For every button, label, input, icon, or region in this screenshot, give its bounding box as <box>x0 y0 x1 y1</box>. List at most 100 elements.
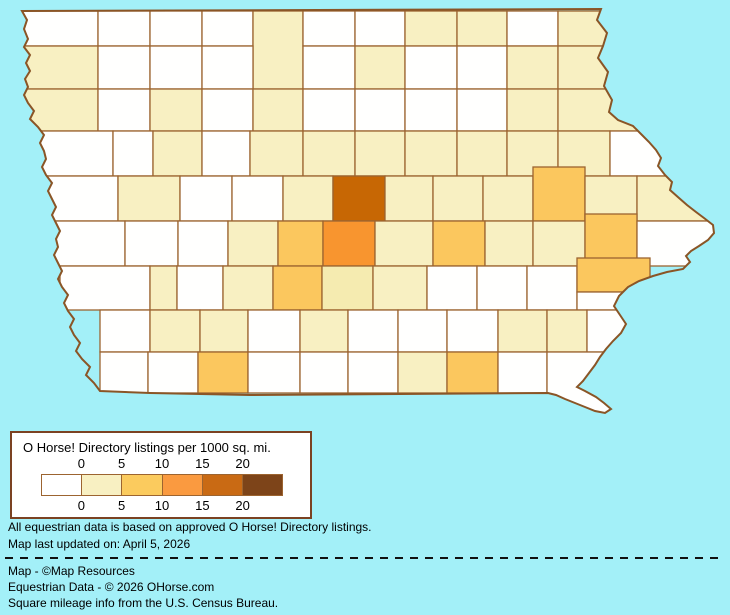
county-linn[interactable] <box>584 213 638 262</box>
county-webster[interactable] <box>249 130 304 177</box>
county-pocahontas[interactable] <box>201 88 254 132</box>
county-worth[interactable] <box>354 10 406 47</box>
county-madison[interactable] <box>222 265 274 311</box>
county-appanoose[interactable] <box>397 351 448 394</box>
county-warren[interactable] <box>272 265 323 311</box>
county-marshall[interactable] <box>384 175 434 222</box>
county-dickinson[interactable] <box>149 10 203 47</box>
county-humboldt[interactable] <box>252 88 304 132</box>
county-mills[interactable] <box>99 309 151 353</box>
county-hancock[interactable] <box>302 45 356 90</box>
county-sioux[interactable] <box>22 45 99 90</box>
county-palo-alto[interactable] <box>201 45 254 90</box>
county-benton[interactable] <box>482 175 534 222</box>
county-mitchell[interactable] <box>404 10 458 47</box>
county-allamakee[interactable] <box>557 10 617 47</box>
county-tama[interactable] <box>432 175 484 222</box>
county-dubuque[interactable] <box>609 130 666 177</box>
county-o-brien[interactable] <box>97 45 151 90</box>
county-lucas[interactable] <box>347 309 399 353</box>
county-poweshiek[interactable] <box>432 220 486 267</box>
county-shelby[interactable] <box>124 220 179 267</box>
county-woodbury[interactable] <box>22 130 114 177</box>
county-taylor[interactable] <box>197 351 249 394</box>
county-louisa[interactable] <box>526 265 578 311</box>
county-boone[interactable] <box>282 175 334 222</box>
county-monroe[interactable] <box>397 309 448 353</box>
county-iowa[interactable] <box>484 220 534 267</box>
county-cherokee[interactable] <box>97 88 151 132</box>
county-emmet[interactable] <box>201 10 254 47</box>
county-marion[interactable] <box>321 265 374 311</box>
county-ida[interactable] <box>112 130 154 177</box>
county-jefferson[interactable] <box>497 309 548 353</box>
county-audubon[interactable] <box>177 220 229 267</box>
county-wright[interactable] <box>302 88 356 132</box>
county-mahaska[interactable] <box>372 265 428 311</box>
county-jasper[interactable] <box>374 220 434 267</box>
county-adair[interactable] <box>176 265 224 311</box>
county-osceola[interactable] <box>97 10 151 47</box>
county-layer <box>22 10 714 413</box>
county-des-moines[interactable] <box>586 309 651 353</box>
county-fremont[interactable] <box>99 351 149 394</box>
county-decatur[interactable] <box>299 351 349 394</box>
county-chickasaw[interactable] <box>456 45 508 90</box>
legend-scale-label: 10 <box>154 456 170 471</box>
county-carroll[interactable] <box>179 175 233 222</box>
county-page[interactable] <box>147 351 199 394</box>
county-keokuk[interactable] <box>426 265 478 311</box>
legend-box: O Horse! Directory listings per 1000 sq.… <box>10 431 312 519</box>
county-hamilton[interactable] <box>302 130 356 177</box>
county-guthrie[interactable] <box>227 220 279 267</box>
county-montgomery[interactable] <box>149 309 201 353</box>
county-jackson[interactable] <box>636 175 714 222</box>
legend-title: O Horse! Directory listings per 1000 sq.… <box>23 440 271 455</box>
county-johnson[interactable] <box>576 257 651 293</box>
county-grundy[interactable] <box>404 130 458 177</box>
county-hardin[interactable] <box>354 130 406 177</box>
county-fayette[interactable] <box>506 45 559 90</box>
county-cerro-gordo[interactable] <box>354 45 406 90</box>
county-henry[interactable] <box>546 309 588 353</box>
county-cass[interactable] <box>149 265 178 311</box>
county-clay[interactable] <box>149 45 203 90</box>
county-adams[interactable] <box>199 309 249 353</box>
county-kossuth[interactable] <box>252 10 304 90</box>
county-buchanan[interactable] <box>456 130 508 177</box>
county-ringgold[interactable] <box>247 351 301 394</box>
county-van-buren[interactable] <box>497 351 548 394</box>
county-winneshiek[interactable] <box>506 10 559 47</box>
county-wayne[interactable] <box>347 351 399 394</box>
county-story[interactable] <box>332 175 386 222</box>
county-lyon[interactable] <box>22 10 99 47</box>
legend-scale-label: 10 <box>154 498 170 513</box>
legend-swatch-1 <box>81 474 123 496</box>
county-davis[interactable] <box>446 351 499 394</box>
county-butler[interactable] <box>404 88 458 132</box>
county-franklin[interactable] <box>354 88 406 132</box>
county-dallas[interactable] <box>277 220 324 267</box>
county-polk[interactable] <box>322 220 376 267</box>
county-floyd[interactable] <box>404 45 458 90</box>
credit-equestrian-data: Equestrian Data - © 2026 OHorse.com <box>8 580 215 594</box>
county-union[interactable] <box>247 309 301 353</box>
county-black-hawk[interactable] <box>532 166 586 222</box>
county-calhoun[interactable] <box>201 130 251 177</box>
county-washington[interactable] <box>476 265 528 311</box>
county-sac[interactable] <box>152 130 203 177</box>
county-winnebago[interactable] <box>302 10 356 47</box>
county-buena-vista[interactable] <box>149 88 203 132</box>
county-bremer[interactable] <box>456 88 508 132</box>
county-clarke[interactable] <box>299 309 349 353</box>
county-pottawattamie[interactable] <box>59 265 151 311</box>
county-muscatine[interactable] <box>576 291 646 311</box>
county-wapello[interactable] <box>446 309 499 353</box>
county-howard[interactable] <box>456 10 508 47</box>
county-greene[interactable] <box>231 175 284 222</box>
county-crawford[interactable] <box>117 175 181 222</box>
legend-scale-labels-top: 0 5 10 15 20 <box>12 456 310 471</box>
county-fayette-south[interactable] <box>506 88 559 132</box>
legend-swatch-3 <box>161 474 203 496</box>
